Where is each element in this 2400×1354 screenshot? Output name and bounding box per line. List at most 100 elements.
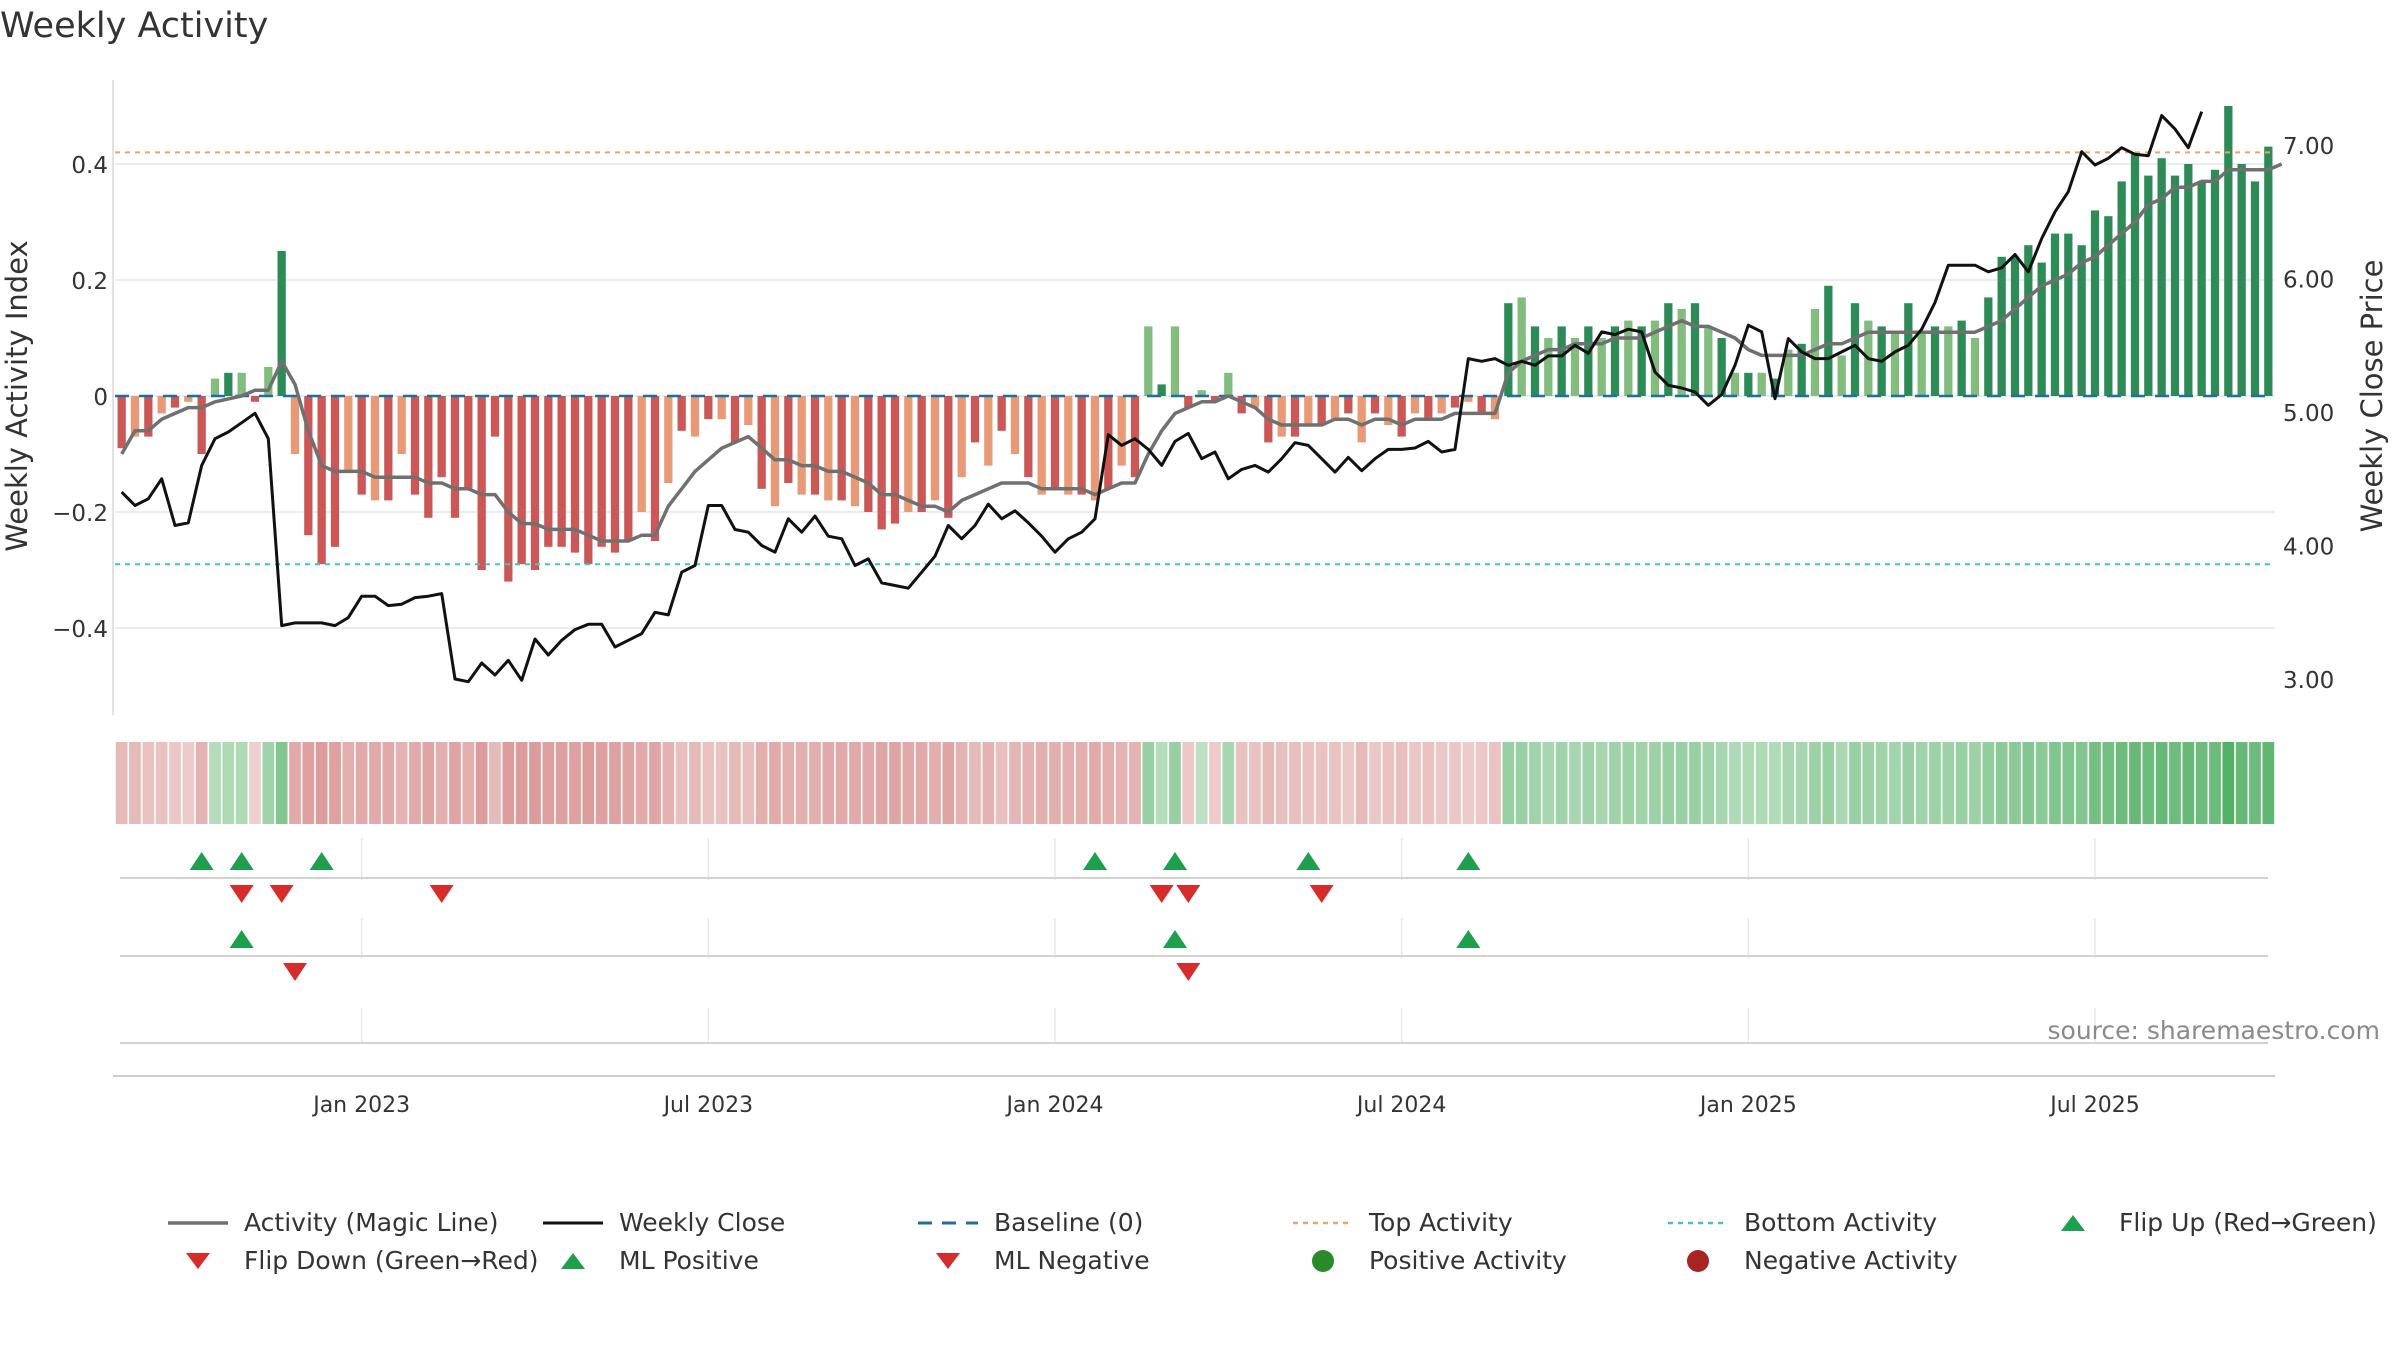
- heat-cell: [395, 742, 408, 824]
- source-label: source: sharemaestro.com: [2047, 1016, 2381, 1045]
- activity-bar: [610, 396, 620, 553]
- activity-bar: [1624, 320, 1633, 396]
- heat-cell: [1235, 742, 1248, 824]
- activity-bar: [370, 396, 380, 501]
- activity-bar: [1824, 285, 1833, 396]
- heat-cell: [2262, 742, 2275, 824]
- heat-cell: [262, 742, 275, 824]
- activity-bar: [1437, 396, 1446, 414]
- legend-swatch-shape: [186, 1252, 210, 1269]
- activity-bar: [1490, 396, 1500, 420]
- activity-bar: [1224, 372, 1233, 396]
- activity-bar: [904, 396, 913, 512]
- activity-bar: [1757, 372, 1766, 396]
- activity-bar: [1970, 338, 1980, 396]
- activity-bar: [1117, 396, 1126, 466]
- heat-cell: [182, 742, 195, 824]
- activity-bar: [504, 396, 513, 582]
- heat-cell: [209, 742, 221, 824]
- legend-swatch-shape: [561, 1252, 585, 1269]
- legend-swatch-flip-up: [2061, 1214, 2085, 1231]
- heat-cell: [1262, 742, 1275, 824]
- activity-bar: [877, 396, 886, 530]
- ml-positive-marker: [1456, 930, 1481, 948]
- activity-bar: [1984, 297, 1993, 396]
- y2-axis-label: Weekly Close Price: [2355, 260, 2389, 533]
- ml-positive-marker: [1163, 930, 1187, 948]
- activity-bar: [917, 396, 926, 512]
- activity-bar: [957, 396, 966, 478]
- activity-bar: [2264, 146, 2273, 396]
- heat-cell: [1742, 742, 1755, 824]
- legend-swatch-top-activity: [1293, 1221, 1353, 1224]
- activity-bar: [210, 378, 220, 396]
- heat-cell: [902, 742, 915, 824]
- activity-bar: [530, 396, 540, 570]
- heat-cell: [329, 742, 341, 824]
- heat-cell: [1489, 742, 1501, 824]
- heat-cell: [369, 742, 381, 824]
- heat-cell: [1369, 742, 1381, 824]
- activity-bar: [1557, 326, 1566, 396]
- activity-bar: [1464, 396, 1473, 402]
- heat-cell: [1835, 742, 1848, 824]
- heat-cell: [702, 742, 715, 824]
- activity-bar: [1957, 320, 1966, 396]
- heat-cell: [2049, 742, 2061, 824]
- legend-item-baseline: Baseline (0): [916, 1208, 1143, 1237]
- heat-cell: [1675, 742, 1688, 824]
- chart-title: Weekly Activity: [0, 6, 269, 46]
- flip-down-marker: [229, 885, 254, 903]
- legend-swatch-magic-line: [168, 1220, 228, 1225]
- heat-cell: [809, 742, 821, 824]
- legend-label: Flip Up (Red→Green): [2119, 1208, 2377, 1237]
- activity-bar: [424, 396, 433, 518]
- activity-bar: [1064, 396, 1073, 495]
- heat-cell: [2129, 742, 2141, 824]
- heat-cell: [595, 742, 608, 824]
- activity-bar: [1424, 396, 1433, 420]
- legend-swatch-negative-activity: [1687, 1249, 1709, 1272]
- activity-bar: [1730, 372, 1740, 396]
- ml-negative-marker: [283, 963, 307, 981]
- activity-bar: [1637, 326, 1646, 396]
- heat-cell: [715, 742, 728, 824]
- activity-bar: [1997, 256, 2006, 396]
- heat-cell: [1155, 742, 1168, 824]
- ml-positive-marker: [229, 930, 254, 948]
- heat-cell: [929, 742, 941, 824]
- heat-cell: [582, 742, 595, 824]
- legend-label: Positive Activity: [1369, 1246, 1567, 1275]
- heat-cell: [1422, 742, 1435, 824]
- activity-bar: [517, 396, 526, 565]
- activity-bar: [477, 396, 486, 570]
- activity-bar: [1690, 303, 1700, 396]
- activity-bar: [1210, 396, 1220, 402]
- heat-cell: [1275, 742, 1288, 824]
- heat-cell: [1995, 742, 2008, 824]
- x-tick-label: Jan 2025: [1698, 1093, 1797, 1118]
- heat-cell: [982, 742, 995, 824]
- heat-cell: [1582, 742, 1595, 824]
- heat-cell: [1915, 742, 1928, 824]
- activity-bar: [784, 396, 793, 483]
- legend-label: Bottom Activity: [1744, 1208, 1938, 1237]
- heat-cell: [2222, 742, 2235, 824]
- activity-bar: [2050, 233, 2060, 396]
- heat-cell: [1942, 742, 1955, 824]
- legend-item-ml-negative: ML Negative: [916, 1246, 1150, 1275]
- heat-cell: [515, 742, 528, 824]
- activity-bar: [944, 396, 953, 518]
- heat-cell: [1662, 742, 1675, 824]
- heat-cell: [2115, 742, 2128, 824]
- heat-cell: [649, 742, 661, 824]
- activity-bar: [1837, 355, 1846, 396]
- weekly-close-line: [120, 111, 2204, 684]
- legend: Activity (Magic Line) Weekly Close Baselin…: [160, 1208, 2400, 1292]
- heat-cell: [729, 742, 741, 824]
- heat-cell: [542, 742, 555, 824]
- heat-cell: [1329, 742, 1341, 824]
- heat-cell: [235, 742, 248, 824]
- heat-cell: [1249, 742, 1261, 824]
